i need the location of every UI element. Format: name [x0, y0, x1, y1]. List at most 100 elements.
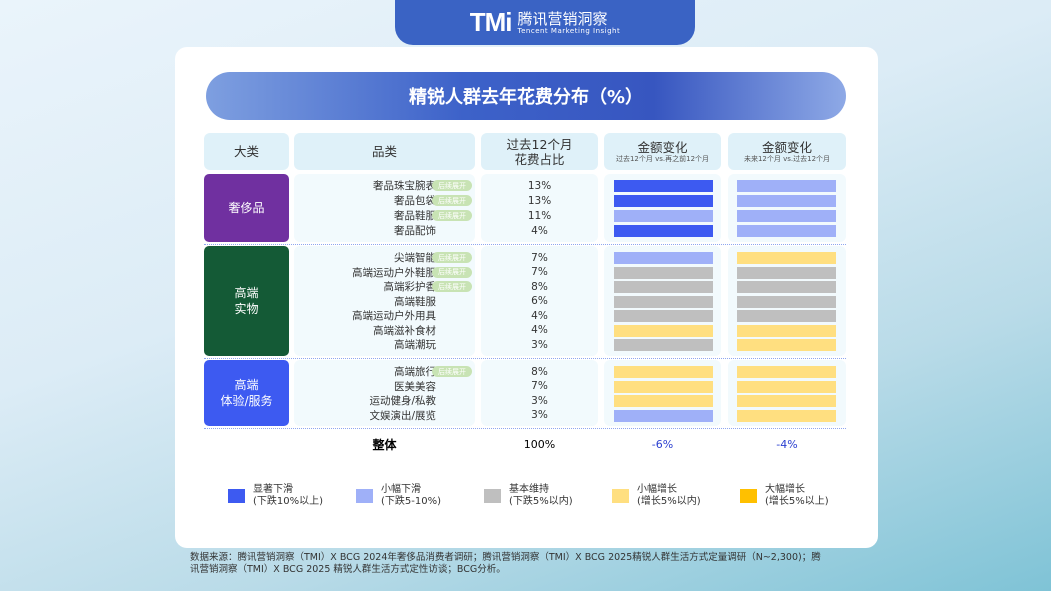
logo-en: Tencent Marketing Insight: [517, 26, 621, 35]
share-value: 7%: [531, 380, 548, 392]
item-name: 医美美容: [394, 380, 436, 393]
tmi-logo: TMi 腾讯营销洞察 Tencent Marketing Insight: [395, 0, 695, 45]
header-change2: 金额变化 未来12个月 vs.过去12个月: [728, 133, 846, 170]
legend-label: 基本维持: [509, 484, 549, 495]
legend-item: 显著下滑 (下跌10%以上): [228, 484, 323, 508]
item-name: 高端运动户外用具: [352, 310, 436, 322]
source-note: 数据来源：腾讯营销洞察（TMI）X BCG 2024年奢侈品消费者调研；腾讯营销…: [190, 552, 821, 575]
share-value: 4%: [531, 324, 548, 336]
header-change1-title: 金额变化: [637, 139, 688, 155]
change2-bar: [737, 324, 836, 337]
legend-item: 小幅下滑 (下跌5-10%): [356, 484, 441, 508]
item-name: 高端滋补食材: [373, 324, 436, 337]
header-change1-sub: 过去12个月 vs.再之前12个月: [615, 154, 710, 163]
expand-badge: 后续展开: [432, 210, 472, 221]
legend-label: 显著下滑: [253, 484, 293, 495]
total-label: 整体: [372, 438, 397, 452]
legend-item: 小幅增长 (增长5%以内): [612, 484, 701, 508]
share-value: 11%: [527, 209, 552, 222]
logo-cn: 腾讯营销洞察: [517, 9, 608, 28]
group-divider: [204, 428, 846, 429]
legend-item: 大幅增长 (增长5%以上): [740, 484, 829, 508]
legend-swatch: [740, 489, 757, 503]
group-cell: [294, 246, 475, 356]
change1-bar: [614, 310, 713, 322]
share-value: 6%: [531, 295, 548, 307]
legend-label: 大幅增长: [765, 484, 805, 495]
header-share: 过去12个月 花费占比: [481, 133, 598, 170]
legend-swatch: [356, 489, 373, 503]
change1-bar: [614, 339, 713, 351]
header-change2-sub: 未来12个月 vs.过去12个月: [743, 154, 831, 163]
change2-bar: [737, 380, 836, 393]
share-value: 8%: [531, 280, 548, 293]
item-name: 奢品鞋服: [394, 210, 436, 222]
legend-item: 基本维持 (下跌5%以内): [484, 484, 573, 508]
item-name: 奢品珠宝腕表: [373, 180, 436, 192]
share-value: 4%: [531, 224, 548, 237]
change1-bar: [614, 395, 713, 407]
change1-bar: [614, 295, 713, 308]
item-name: 奢品配饰: [394, 225, 436, 237]
item-name: 高端彩护香: [383, 281, 437, 293]
change1-bar: [614, 195, 713, 207]
item-name: 高端潮玩: [394, 339, 436, 351]
change2-bar: [737, 409, 836, 422]
expand-badge: 后续展开: [432, 281, 472, 292]
legend-label: 小幅下滑: [381, 484, 421, 495]
share-value: 7%: [531, 266, 548, 278]
legend-swatch: [228, 489, 245, 503]
change1-bar: [614, 324, 713, 337]
change1-bar: [614, 409, 713, 422]
header-item: 品类: [294, 133, 475, 170]
expand-badge: 后续展开: [432, 266, 472, 278]
change1-bar: [614, 225, 713, 237]
total-share: 100%: [523, 438, 556, 451]
item-name: 运动健身/私教: [369, 395, 436, 407]
total-change2: -4%: [776, 438, 798, 451]
change2-bar: [737, 339, 836, 351]
group-cell: [481, 174, 598, 242]
expand-badge: 后续展开: [432, 252, 472, 263]
change1-bar: [614, 252, 713, 264]
expand-badge: 后续展开: [432, 366, 472, 377]
category-label: 奢侈品: [204, 174, 289, 242]
total-change1: -6%: [651, 438, 674, 451]
change2-bar: [737, 210, 836, 222]
share-value: 4%: [531, 309, 548, 322]
share-value: 3%: [531, 409, 548, 421]
change2-bar: [737, 310, 836, 322]
change2-bar: [737, 366, 836, 378]
share-value: 3%: [531, 338, 548, 351]
expand-badge: 后续展开: [432, 180, 472, 191]
change1-bar: [614, 180, 713, 192]
share-value: 13%: [527, 179, 552, 192]
change2-bar: [737, 180, 836, 192]
item-name: 高端运动户外鞋服: [352, 266, 436, 279]
change2-bar: [737, 281, 836, 293]
legend-sub: (增长5%以上): [765, 496, 829, 507]
item-name: 高端旅行: [394, 366, 436, 378]
change2-bar: [737, 395, 836, 407]
share-value: 7%: [531, 251, 548, 264]
change1-bar: [614, 380, 713, 393]
item-name: 文娱演出/展览: [369, 409, 436, 422]
item-name: 奢品包袋: [394, 195, 436, 207]
change2-bar: [737, 225, 836, 237]
page-title: 精锐人群去年花费分布（%）: [206, 72, 846, 120]
item-name: 高端鞋服: [394, 295, 436, 308]
change1-bar: [614, 366, 713, 378]
header-category: 大类: [204, 133, 289, 170]
header-change1: 金额变化 过去12个月 vs.再之前12个月: [604, 133, 721, 170]
header-change2-title: 金额变化: [761, 139, 812, 155]
group-divider: [204, 244, 846, 245]
legend-swatch: [612, 489, 629, 503]
group-cell: [481, 246, 598, 356]
group-cell: [481, 360, 598, 426]
legend-swatch: [484, 489, 501, 503]
category-label: 高端 体验/服务: [204, 360, 289, 426]
group-divider: [204, 358, 846, 359]
legend-sub: (下跌10%以上): [253, 496, 324, 507]
change2-bar: [737, 195, 836, 207]
item-name: 尖端智能: [394, 252, 436, 264]
